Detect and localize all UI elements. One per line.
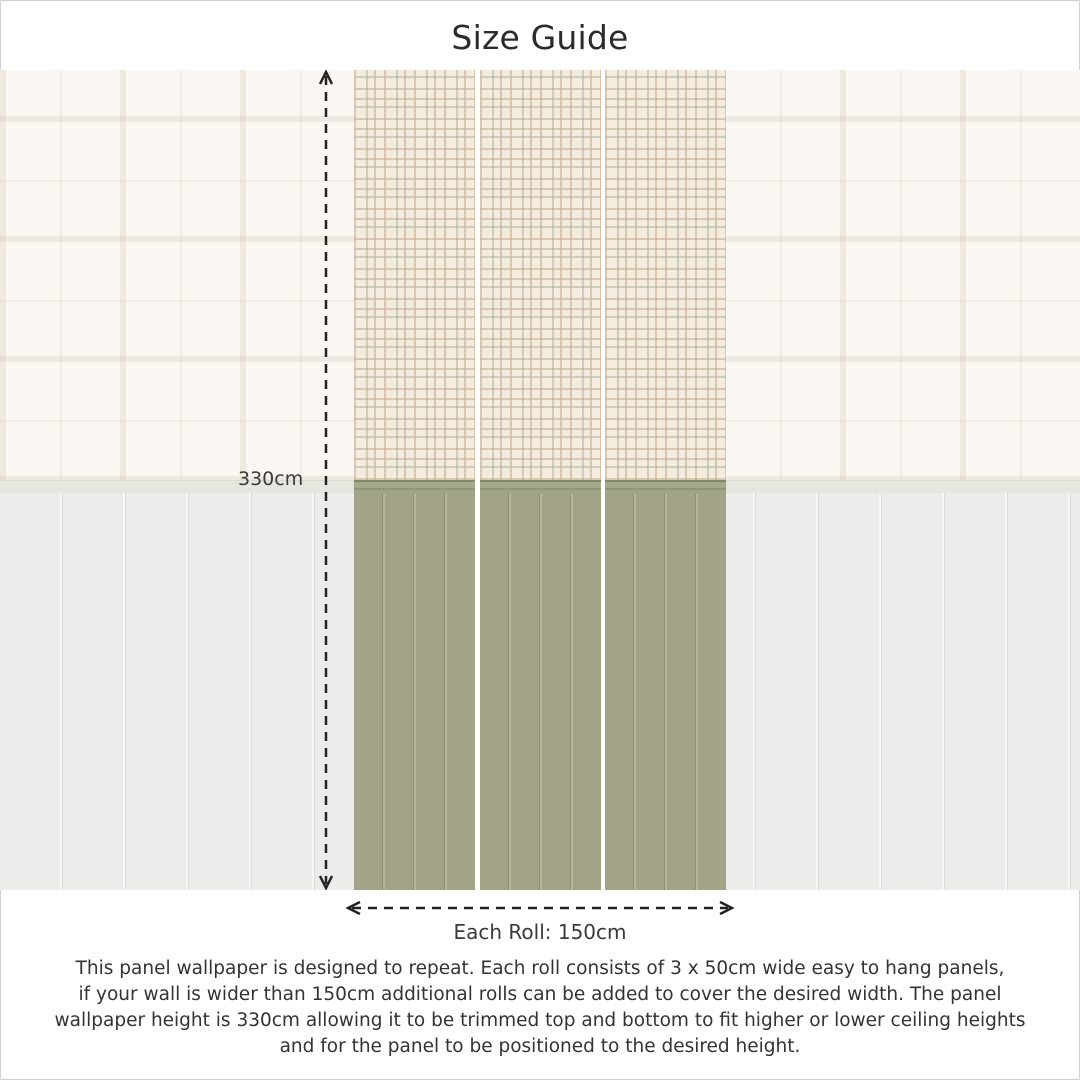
roll-width-label: Each Roll: 150cm [453, 920, 627, 944]
panel-plaid-section [605, 70, 726, 480]
panel-green-paneling [354, 494, 475, 890]
page-title: Size Guide [451, 18, 629, 57]
panel-green-paneling [480, 494, 601, 890]
description-line: if your wall is wider than 150cm additio… [78, 984, 1002, 1005]
description-text: This panel wallpaper is designed to repe… [20, 956, 1060, 1060]
width-dimension-arrow [346, 900, 734, 916]
wallpaper-panel-3 [605, 70, 726, 890]
wallpaper-panel-2 [480, 70, 601, 890]
height-dimension-arrow [318, 70, 334, 890]
panel-dado-rail [354, 480, 475, 494]
panel-green-paneling [605, 494, 726, 890]
panel-plaid-section [354, 70, 475, 480]
panel-gap [601, 70, 606, 890]
height-label: 330cm [238, 468, 304, 490]
panel-plaid-section [480, 70, 601, 480]
description-line: wallpaper height is 330cm allowing it to… [54, 1010, 1026, 1031]
wallpaper-panel-1 [354, 70, 475, 890]
description-line: and for the panel to be positioned to th… [279, 1036, 801, 1057]
panel-dado-rail [480, 480, 601, 494]
description-line: This panel wallpaper is designed to repe… [75, 958, 1005, 979]
panel-gap [475, 70, 480, 890]
wallpaper-roll [354, 70, 726, 890]
panel-dado-rail [605, 480, 726, 494]
